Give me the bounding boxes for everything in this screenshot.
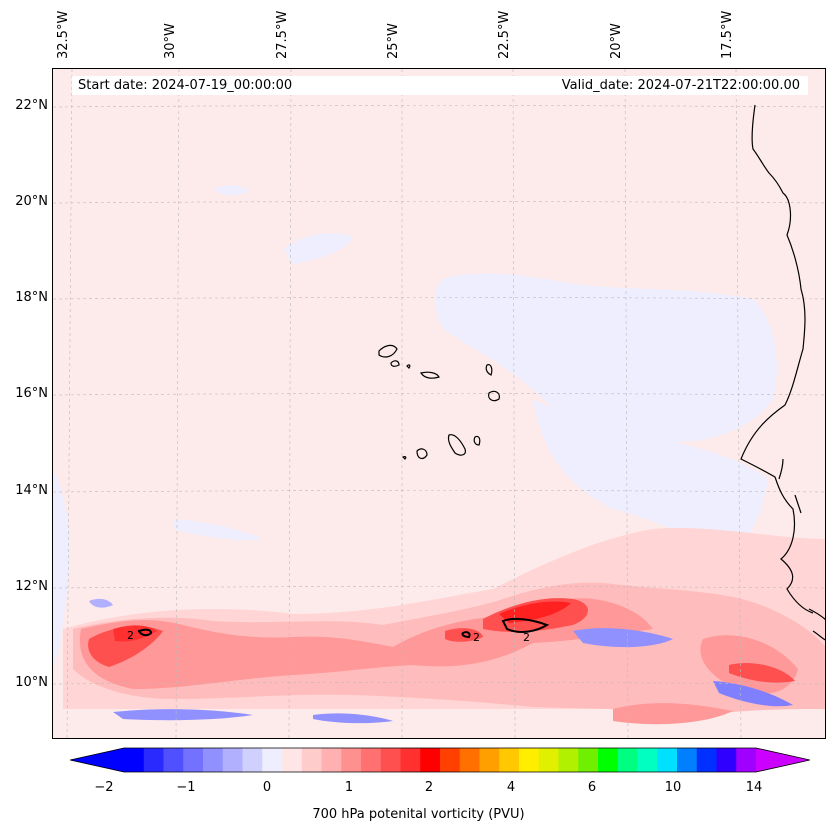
- strong-positive-pv-cores: [88, 598, 795, 683]
- colorbar-segment: [420, 748, 441, 772]
- island-brava: [401, 456, 407, 460]
- island-santo-antao: [378, 344, 398, 358]
- map-panel: 2 2 2: [52, 68, 826, 739]
- colorbar-segment: [341, 748, 362, 772]
- contour-label-west: 2: [127, 629, 134, 642]
- lon-label-17-5w: 17.5°W: [720, 10, 735, 59]
- valid-date-text: Valid_date: 2024-07-21T22:00:00.00: [561, 78, 800, 93]
- lon-label-22-5w: 22.5°W: [497, 10, 512, 59]
- colorbar-tick-label: 4: [506, 780, 516, 795]
- negative-pv-pockets: [89, 598, 793, 724]
- colorbar-segment: [361, 748, 382, 772]
- west-africa-coastline: [740, 104, 814, 614]
- colorbar-segment: [143, 748, 164, 772]
- island-maio: [473, 435, 481, 446]
- lon-label-27-5w: 27.5°W: [275, 10, 290, 59]
- cape-verde-islands: [378, 344, 500, 460]
- colorbar-segment: [538, 748, 559, 772]
- negative-pv-areas: [53, 185, 777, 669]
- colorbar-tick-label: −1: [176, 780, 196, 795]
- colorbar-segment: [558, 748, 579, 772]
- lon-label-30w: 30°W: [163, 23, 178, 59]
- lon-label-32-5w: 32.5°W: [56, 10, 71, 59]
- colorbar-segment: [479, 748, 500, 772]
- contour-label-east: 2: [523, 631, 530, 644]
- colorbar-segment: [222, 748, 243, 772]
- colorbar-segment: [380, 748, 401, 772]
- pv-field-map: 2 2 2: [53, 69, 825, 738]
- island-sal: [485, 364, 493, 376]
- colorbar-segment: [578, 748, 599, 772]
- colorbar-tick-label: 2: [424, 780, 434, 795]
- colorbar-tick-label: −2: [94, 780, 114, 795]
- colorbar-segment: [736, 748, 757, 772]
- contour-label-central: 2: [473, 631, 480, 644]
- island-sao-nicolau: [420, 371, 440, 379]
- colorbar-segment: [262, 748, 283, 772]
- colorbar-over-arrow: [756, 748, 810, 772]
- colorbar-segment: [617, 748, 638, 772]
- colorbar-segment: [124, 748, 145, 772]
- colorbar-segment: [499, 748, 520, 772]
- colorbar-segment: [696, 748, 717, 772]
- lon-label-20w: 20°W: [609, 23, 624, 59]
- weak-positive-pv-band: [63, 527, 825, 725]
- island-sao-vicente: [390, 360, 400, 367]
- lat-label-12n: 12°N: [15, 579, 48, 594]
- island-santa-luzia: [406, 364, 411, 369]
- info-band: Start date: 2024-07-19_00:00:00 Valid_da…: [72, 76, 808, 95]
- colorbar-tick-label: 1: [344, 780, 354, 795]
- colorbar-segment: [677, 748, 698, 772]
- pv-2-contours: [137, 617, 550, 639]
- colorbar-segment: [282, 748, 303, 772]
- colorbar-segment: [657, 748, 678, 772]
- colorbar-segment: [459, 748, 480, 772]
- colorbar-segment: [519, 748, 540, 772]
- graticule: [53, 69, 825, 738]
- contour-labels: 2 2 2: [127, 629, 530, 644]
- colorbar: [70, 747, 810, 773]
- start-date-text: Start date: 2024-07-19_00:00:00: [78, 78, 293, 93]
- colorbar-segment: [400, 748, 421, 772]
- colorbar-tick-label: 14: [745, 780, 763, 795]
- lat-label-18n: 18°N: [15, 290, 48, 305]
- colorbar-segment: [321, 748, 342, 772]
- island-boa-vista: [488, 390, 500, 402]
- coastlines: [740, 104, 825, 641]
- colorbar-segment: [440, 748, 461, 772]
- colorbar-segment: [183, 748, 204, 772]
- colorbar-segment: [163, 748, 184, 772]
- lon-label-25w: 25°W: [386, 23, 401, 59]
- colorbar-segment: [598, 748, 619, 772]
- lat-label-14n: 14°N: [15, 483, 48, 498]
- lat-label-10n: 10°N: [15, 675, 48, 690]
- colorbar-tick-label: 10: [664, 780, 682, 795]
- lat-label-22n: 22°N: [15, 98, 48, 113]
- colorbar-outline: [70, 747, 810, 773]
- colorbar-segment: [203, 748, 224, 772]
- colorbar-tick-label: 0: [262, 780, 272, 795]
- colorbar-title: 700 hPa potenital vorticity (PVU): [312, 807, 525, 822]
- colorbar-under-arrow: [70, 748, 124, 772]
- colorbar-segment: [301, 748, 322, 772]
- colorbar-segment: [637, 748, 658, 772]
- island-fogo: [416, 448, 428, 460]
- colorbar-tick-label: 6: [587, 780, 597, 795]
- colorbar-segment: [716, 748, 737, 772]
- island-santiago: [447, 434, 466, 456]
- lat-label-20n: 20°N: [15, 194, 48, 209]
- colorbar-segment: [242, 748, 263, 772]
- lat-label-16n: 16°N: [15, 386, 48, 401]
